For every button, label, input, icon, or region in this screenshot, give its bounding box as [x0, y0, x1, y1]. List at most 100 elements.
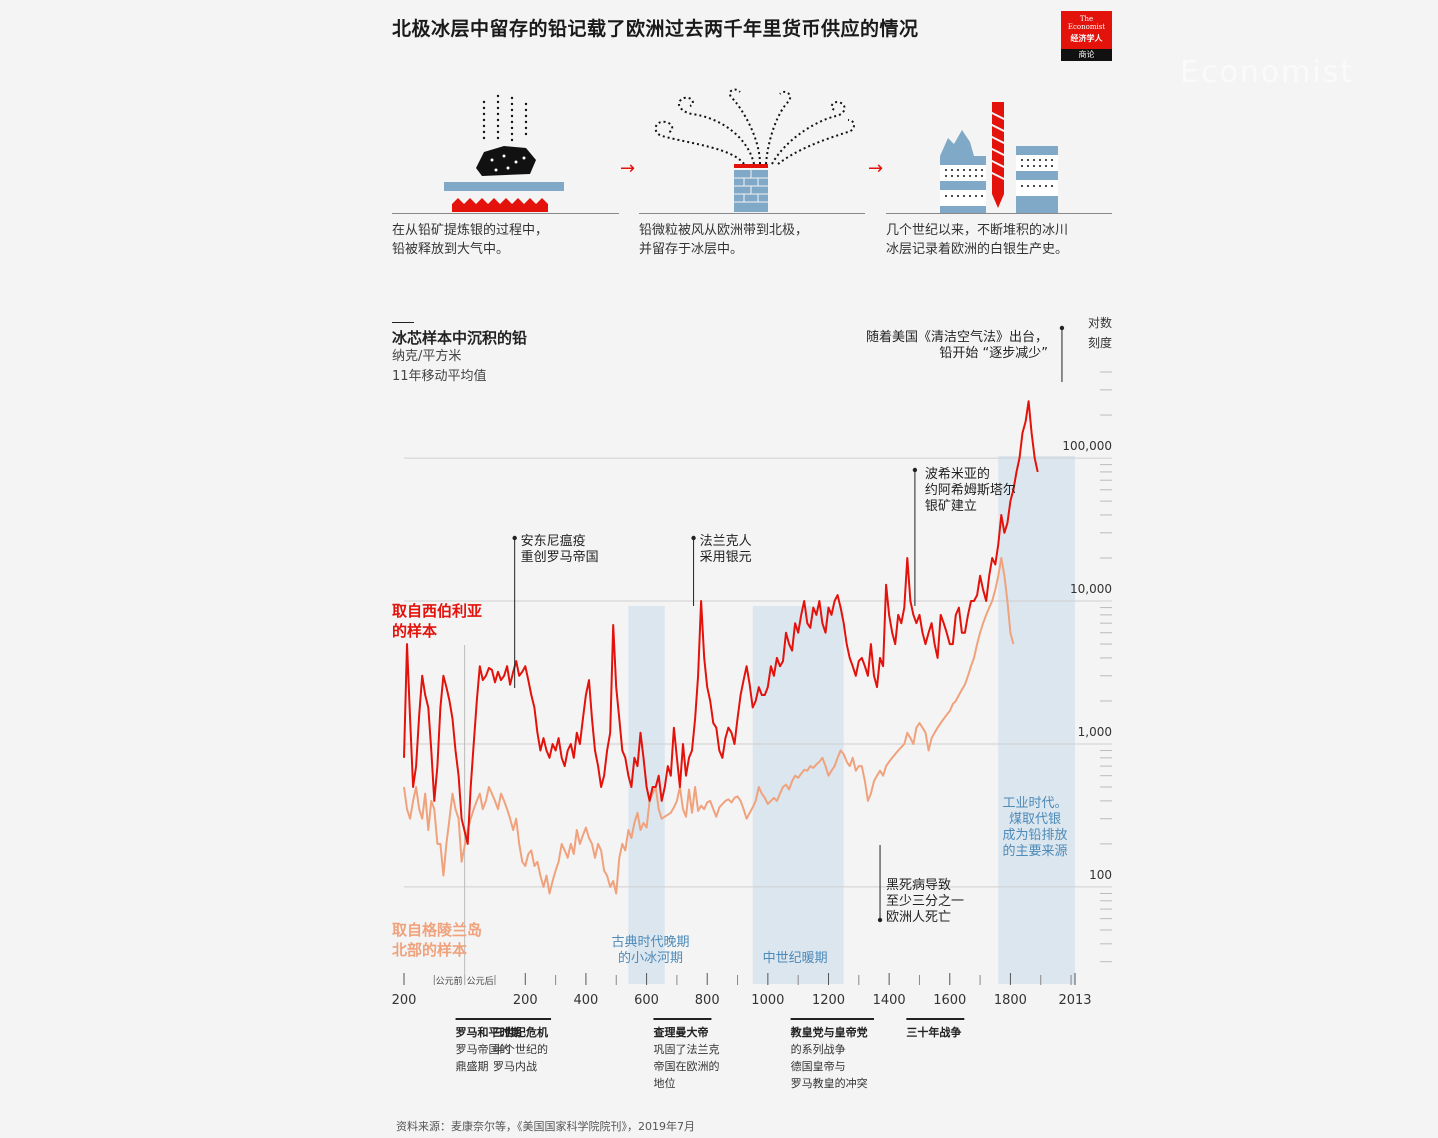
era-ad-label: 公元后 — [467, 976, 494, 987]
step-2-line-2: 并留存于冰层中。 — [639, 242, 744, 257]
annotation-text: 波希米亚的 — [925, 466, 990, 482]
y-tick-label: 10,000 — [1070, 582, 1112, 596]
annotation-text: 采用银元 — [700, 550, 752, 565]
arrow-icon: → — [620, 158, 635, 179]
drill-icon — [992, 102, 1004, 194]
log-scale-label: 刻度 — [1088, 335, 1112, 350]
shaded-period-label: 中世纪暖期 — [763, 951, 828, 966]
period-title: 三十年战争 — [906, 1025, 961, 1039]
x-tick-label: 400 — [574, 993, 599, 1008]
shaded-period-label: 工业时代。 — [1002, 796, 1067, 811]
period-title: 查理曼大帝 — [653, 1025, 708, 1039]
series-line-siberia — [403, 400, 1039, 845]
panel-unit: 纳克/平方米 — [392, 349, 462, 364]
step-3-line-2: 冰层记录着欧洲的白银生产史。 — [886, 242, 1069, 257]
period-title: 三世纪危机 — [493, 1025, 548, 1039]
ore-icon — [476, 146, 536, 176]
x-tick-label: 1800 — [994, 993, 1027, 1008]
page-title: 北极冰层中留存的铅记载了欧洲过去两千年里货币供应的情况 — [392, 18, 919, 40]
logo-the: The — [1079, 15, 1094, 23]
shaded-period — [998, 456, 1075, 984]
step-divider — [392, 213, 619, 214]
annotation-text: 法兰克人 — [700, 534, 752, 549]
annotation-text: 重创罗马帝国 — [521, 549, 599, 565]
annotation-text: 约阿希姆斯塔尔 — [925, 483, 1016, 498]
shaded-period-label: 的小冰河期 — [618, 950, 683, 966]
step-3-line-1: 几个世纪以来，不断堆积的冰川 — [886, 223, 1069, 238]
period-title: 教皇党与皇帝党 — [790, 1025, 868, 1039]
annotation-text: 银矿建立 — [925, 499, 977, 514]
y-tick-label: 100 — [1089, 868, 1112, 882]
panel-note: 11年移动平均值 — [392, 369, 487, 384]
rising-lead-dots-icon — [482, 94, 528, 142]
annotation-dot — [512, 535, 517, 541]
flame-icon — [452, 198, 548, 212]
x-tick-label: 600 — [634, 993, 659, 1008]
series-label-siberia: 取自西伯利亚 — [392, 602, 482, 620]
shaded-period-label: 古典时代晚期 — [612, 935, 690, 950]
shaded-period-label: 成为铅排放 — [1002, 828, 1067, 843]
shaded-period — [752, 606, 844, 984]
step-1-line-1: 在从铅矿提炼银的过程中， — [392, 223, 549, 238]
shaded-period — [628, 606, 665, 984]
x-tick-label: 1600 — [933, 993, 966, 1008]
period-text: 罗马内战 — [493, 1059, 537, 1073]
ice-core-illustration — [940, 102, 1058, 214]
chimney-illustration — [654, 88, 855, 212]
shaded-period-label: 的主要来源 — [1002, 843, 1067, 859]
panel-title: 冰芯样本中沉积的铅 — [392, 329, 528, 347]
step-divider — [639, 213, 865, 214]
annotation-text: 至少三分之一 — [886, 894, 964, 909]
x-tick-label: 1400 — [873, 993, 906, 1008]
annotation-dot — [877, 917, 883, 923]
series-line-greenland — [403, 557, 1015, 895]
x-tick-label: 200 — [513, 993, 538, 1008]
logo-economist: Economist — [1067, 23, 1106, 31]
step-divider — [886, 213, 1112, 214]
step-2-text: 铅微粒被风从欧洲带到北极， 并留存于冰层中。 — [639, 221, 808, 259]
period-title: 罗马和平时期 — [456, 1025, 522, 1039]
smelting-plate-icon — [444, 182, 564, 191]
y-tick-label: 100,000 — [1062, 439, 1112, 453]
logo-chinese: 经济学人 — [1070, 34, 1103, 43]
economist-logo: The Economist 经济学人 商论 — [1061, 11, 1112, 61]
annotation-text: 随着美国《清洁空气法》出台， — [866, 329, 1048, 345]
step-1-text: 在从铅矿提炼银的过程中， 铅被释放到大气中。 — [392, 221, 548, 259]
y-tick-label: 1,000 — [1078, 725, 1112, 739]
annotation-dot — [691, 535, 696, 541]
watermark: Economist — [1180, 55, 1355, 90]
mountain-icon — [940, 130, 974, 156]
annotation-text: 黑死病导致 — [886, 878, 951, 893]
period-text: 罗马帝国的 — [456, 1042, 511, 1056]
panel-title-rule — [392, 322, 414, 323]
x-tick-label: 1000 — [751, 993, 784, 1008]
x-tick-label: 1200 — [812, 993, 845, 1008]
shaded-period-label: 煤取代银 — [1009, 812, 1061, 827]
period-text: 鼎盛期 — [456, 1059, 489, 1073]
annotation-dot — [912, 467, 918, 473]
series-label-greenland: 取自格陵兰岛 — [392, 921, 482, 939]
period-text: 罗马教皇的冲突 — [791, 1076, 868, 1090]
chimney-top-icon — [734, 164, 768, 168]
era-bc-label: 公元前 — [436, 975, 463, 987]
period-text: 地位 — [653, 1076, 675, 1090]
period-text: 帝国在欧洲的 — [653, 1059, 719, 1073]
period-text: 德国皇帝与 — [791, 1059, 846, 1073]
arrow-icon: → — [868, 158, 883, 179]
logo-shanglun: 商论 — [1061, 49, 1112, 61]
process-illustrations: → → — [444, 88, 1058, 214]
smelting-illustration — [444, 94, 564, 212]
annotation-text: 铅开始 “逐步减少” — [939, 346, 1048, 361]
series-label-siberia: 的样本 — [392, 622, 437, 640]
period-text: 巩固了法兰克 — [653, 1042, 719, 1056]
series-label-greenland: 北部的样本 — [392, 941, 467, 959]
source-note: 资料来源：麦康奈尔等，《美国国家科学院院刊》，2019年7月 — [396, 1120, 695, 1133]
annotation-text: 安东尼瘟疫 — [521, 533, 586, 549]
period-text: 半个世纪的 — [493, 1042, 548, 1056]
annotation-dot — [1059, 325, 1065, 331]
step-1-line-2: 铅被释放到大气中。 — [392, 242, 510, 257]
x-tick-label: 800 — [695, 993, 720, 1008]
period-text: 的系列战争 — [791, 1042, 846, 1056]
annotation-text: 欧洲人死亡 — [886, 910, 951, 925]
